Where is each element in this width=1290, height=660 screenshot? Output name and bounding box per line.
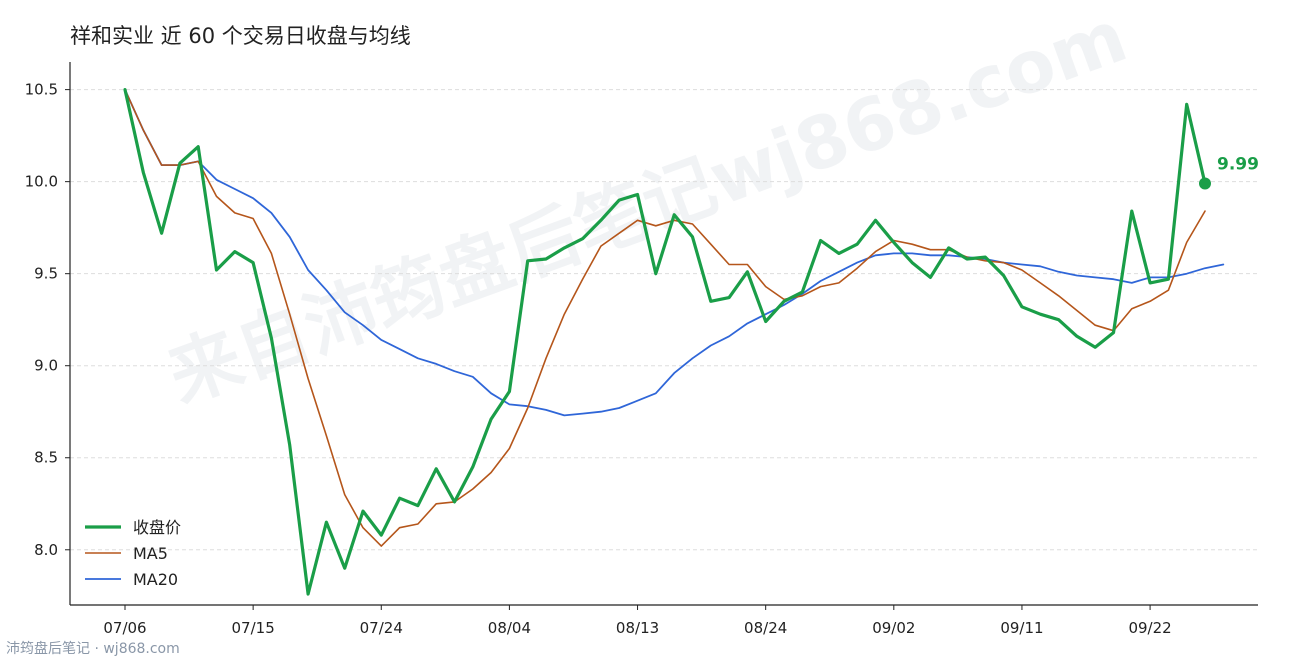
y-tick-label: 10.0 — [25, 173, 58, 191]
ma20-line — [124, 88, 1225, 417]
x-tick-label: 08/04 — [488, 619, 531, 637]
x-tick-label: 07/15 — [232, 619, 275, 637]
last-close-marker — [1199, 177, 1211, 190]
x-tick-label: 09/11 — [1000, 619, 1043, 637]
close-price-line — [123, 87, 1207, 596]
x-tick-label: 08/24 — [744, 619, 787, 637]
x-tick-label: 08/13 — [616, 619, 659, 637]
y-tick-label: 10.5 — [25, 81, 58, 99]
y-tick-label: 9.0 — [34, 357, 58, 375]
y-tick-label: 8.5 — [34, 449, 58, 467]
legend-label: 收盘价 — [133, 518, 181, 537]
legend-label: MA5 — [133, 544, 168, 563]
ma5-line — [124, 88, 1206, 547]
legend-label: MA20 — [133, 570, 178, 589]
chart-title: 祥和实业 近 60 个交易日收盘与均线 — [70, 24, 411, 48]
x-tick-label: 07/24 — [360, 619, 403, 637]
x-tick-label: 09/22 — [1128, 619, 1171, 637]
x-tick-label: 09/02 — [872, 619, 915, 637]
last-close-label: 9.99 — [1217, 154, 1259, 174]
y-tick-label: 9.5 — [34, 265, 58, 283]
footer-credit: 沛筠盘后笔记 · wj868.com — [6, 641, 180, 657]
y-tick-label: 8.0 — [34, 541, 58, 559]
x-tick-label: 07/06 — [103, 619, 146, 637]
